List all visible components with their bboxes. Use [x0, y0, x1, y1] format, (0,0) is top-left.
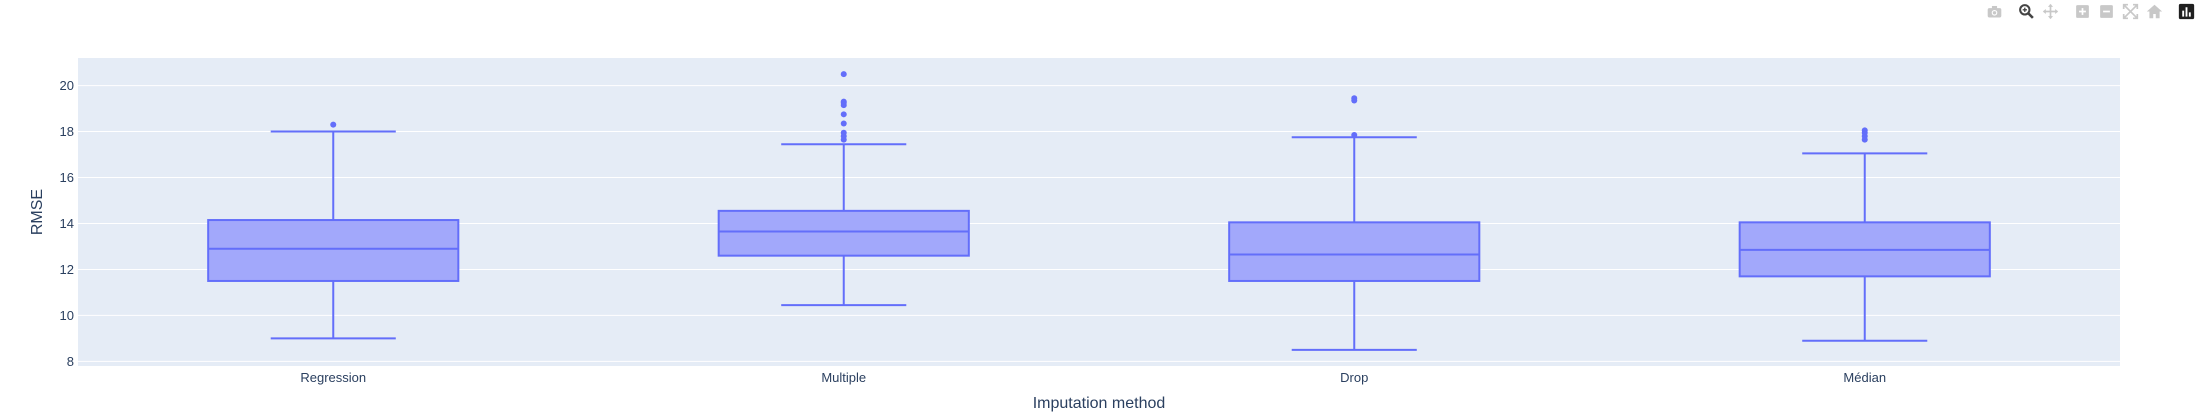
iqr-box [1228, 221, 1481, 282]
y-tick-label: 10 [60, 308, 74, 323]
outlier-point [1861, 127, 1868, 134]
pan-icon[interactable] [2038, 0, 2062, 22]
zoom-in-icon[interactable] [2070, 0, 2094, 22]
y-gridlines [78, 85, 2120, 362]
outlier-point [1351, 95, 1358, 102]
x-tick-label: Multiple [821, 370, 866, 385]
iqr-box [717, 209, 970, 257]
y-tick-label: 20 [60, 78, 74, 93]
outlier-point [840, 111, 847, 118]
outlier-point [840, 129, 847, 136]
outlier-point [840, 71, 847, 78]
plotly-logo-icon[interactable] [2174, 0, 2198, 22]
x-axis-title: Imputation method [1033, 395, 1166, 412]
modebar [1982, 0, 2198, 22]
y-tick-label: 16 [60, 170, 74, 185]
y-tick-label: 12 [60, 262, 74, 277]
y-tick-label: 14 [60, 216, 74, 231]
boxes-layer [207, 71, 1991, 351]
y-tick-label: 18 [60, 124, 74, 139]
box-4[interactable] [1738, 127, 1991, 342]
box-2[interactable] [717, 71, 970, 307]
x-tick-label: Drop [1340, 370, 1368, 385]
outlier-point [840, 98, 847, 105]
autoscale-icon[interactable] [2118, 0, 2142, 22]
reset-axes-icon[interactable] [2142, 0, 2166, 22]
outlier-point [840, 120, 847, 127]
box-3[interactable] [1228, 95, 1481, 351]
zoom-icon[interactable] [2014, 0, 2038, 22]
iqr-box [207, 219, 460, 282]
x-tick-label: Regression [300, 370, 366, 385]
outlier-point [1351, 132, 1358, 138]
outlier-point [330, 121, 337, 128]
camera-icon[interactable] [1982, 0, 2006, 22]
x-tick-label: Médian [1843, 370, 1886, 385]
x-tick-labels: Regression Multiple Drop Médian [300, 370, 1886, 385]
plot-area [78, 58, 2120, 366]
box-1[interactable] [207, 121, 460, 340]
y-tick-label: 8 [67, 354, 74, 369]
zoom-out-icon[interactable] [2094, 0, 2118, 22]
y-axis-title: RMSE [29, 189, 46, 235]
y-tick-labels: 8 10 12 14 16 18 20 [60, 78, 74, 369]
